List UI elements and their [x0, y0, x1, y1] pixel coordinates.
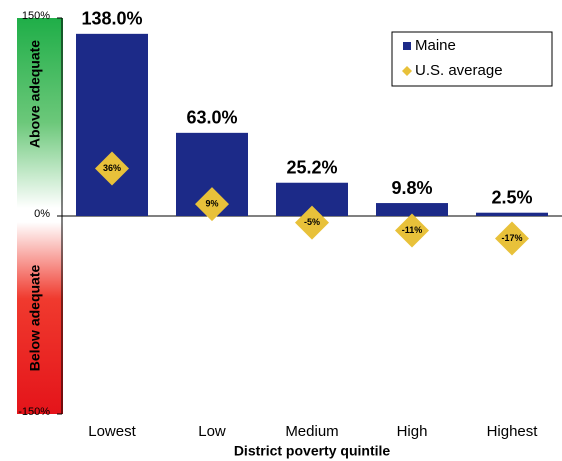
- data-label: 2.5%: [491, 187, 532, 207]
- x-tick-label: Highest: [487, 423, 539, 440]
- above-panel: [17, 18, 63, 208]
- x-tick-label: Low: [198, 423, 226, 440]
- panel-label: Below adequate: [27, 265, 43, 372]
- bar: [76, 33, 148, 217]
- x-tick-label: Lowest: [88, 423, 136, 440]
- legend-marker: [402, 66, 412, 76]
- data-label: 9.8%: [391, 178, 432, 198]
- diamond-marker: [95, 151, 129, 186]
- marker-label: -5%: [304, 217, 320, 227]
- x-axis-title: District poverty quintile: [234, 443, 391, 459]
- y-tick-label: -150%: [18, 406, 50, 418]
- diamond-marker: [195, 187, 229, 222]
- marker-label: 9%: [205, 198, 218, 208]
- y-tick-label: 150%: [22, 10, 50, 22]
- data-label: 63.0%: [186, 108, 237, 128]
- diamond-marker: [395, 213, 429, 248]
- y-tick-label: 0%: [34, 208, 50, 220]
- bar: [376, 203, 448, 216]
- data-label: 25.2%: [286, 157, 337, 177]
- marker-label: -11%: [402, 225, 423, 235]
- legend-box: [391, 31, 553, 87]
- diamond-marker: [295, 205, 329, 240]
- diamond-marker: [495, 221, 529, 256]
- legend-label: Maine: [415, 37, 456, 54]
- bar: [476, 212, 548, 216]
- legend-marker: [403, 42, 411, 50]
- data-label: 138.0%: [81, 9, 142, 29]
- marker-label: 36%: [103, 163, 121, 173]
- legend-label: U.S. average: [415, 62, 503, 79]
- panel-label: Above adequate: [27, 40, 43, 148]
- marker-label: -17%: [501, 233, 522, 243]
- x-tick-label: Medium: [285, 423, 338, 440]
- below-panel: [17, 222, 63, 414]
- x-tick-label: High: [397, 423, 428, 440]
